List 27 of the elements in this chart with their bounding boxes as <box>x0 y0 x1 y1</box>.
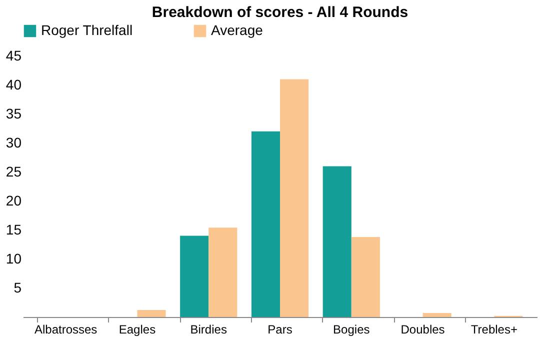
y-tick-label: 15 <box>6 222 22 238</box>
x-tick-label: Bogies <box>333 322 370 336</box>
bar <box>251 131 280 317</box>
legend-label: Average <box>211 22 264 38</box>
y-tick-label: 40 <box>6 76 22 92</box>
x-tick-label: Birdies <box>190 322 227 336</box>
y-tick-label: 45 <box>6 48 22 64</box>
bar <box>208 228 238 317</box>
bar <box>180 236 209 317</box>
x-tick-label: Pars <box>268 322 292 336</box>
bar <box>137 310 166 317</box>
x-tick-label: Trebles+ <box>470 322 518 336</box>
y-tick-label: 35 <box>6 106 22 122</box>
bar <box>322 166 352 317</box>
legend-label: Roger Threlfall <box>41 22 133 38</box>
y-tick-label: 30 <box>6 134 22 150</box>
x-tick-label: Albatrosses <box>34 322 98 336</box>
chart-title: Breakdown of scores - All 4 Rounds <box>152 4 408 21</box>
y-tick-label: 10 <box>6 250 22 266</box>
y-tick-label: 20 <box>6 192 22 208</box>
x-tick-label: Eagles <box>118 322 156 336</box>
bar <box>422 312 452 317</box>
bar <box>351 236 380 317</box>
y-tick-label: 5 <box>14 280 22 296</box>
bar <box>280 79 309 317</box>
x-tick-label: Doubles <box>400 322 445 336</box>
y-tick-label: 25 <box>6 164 22 180</box>
